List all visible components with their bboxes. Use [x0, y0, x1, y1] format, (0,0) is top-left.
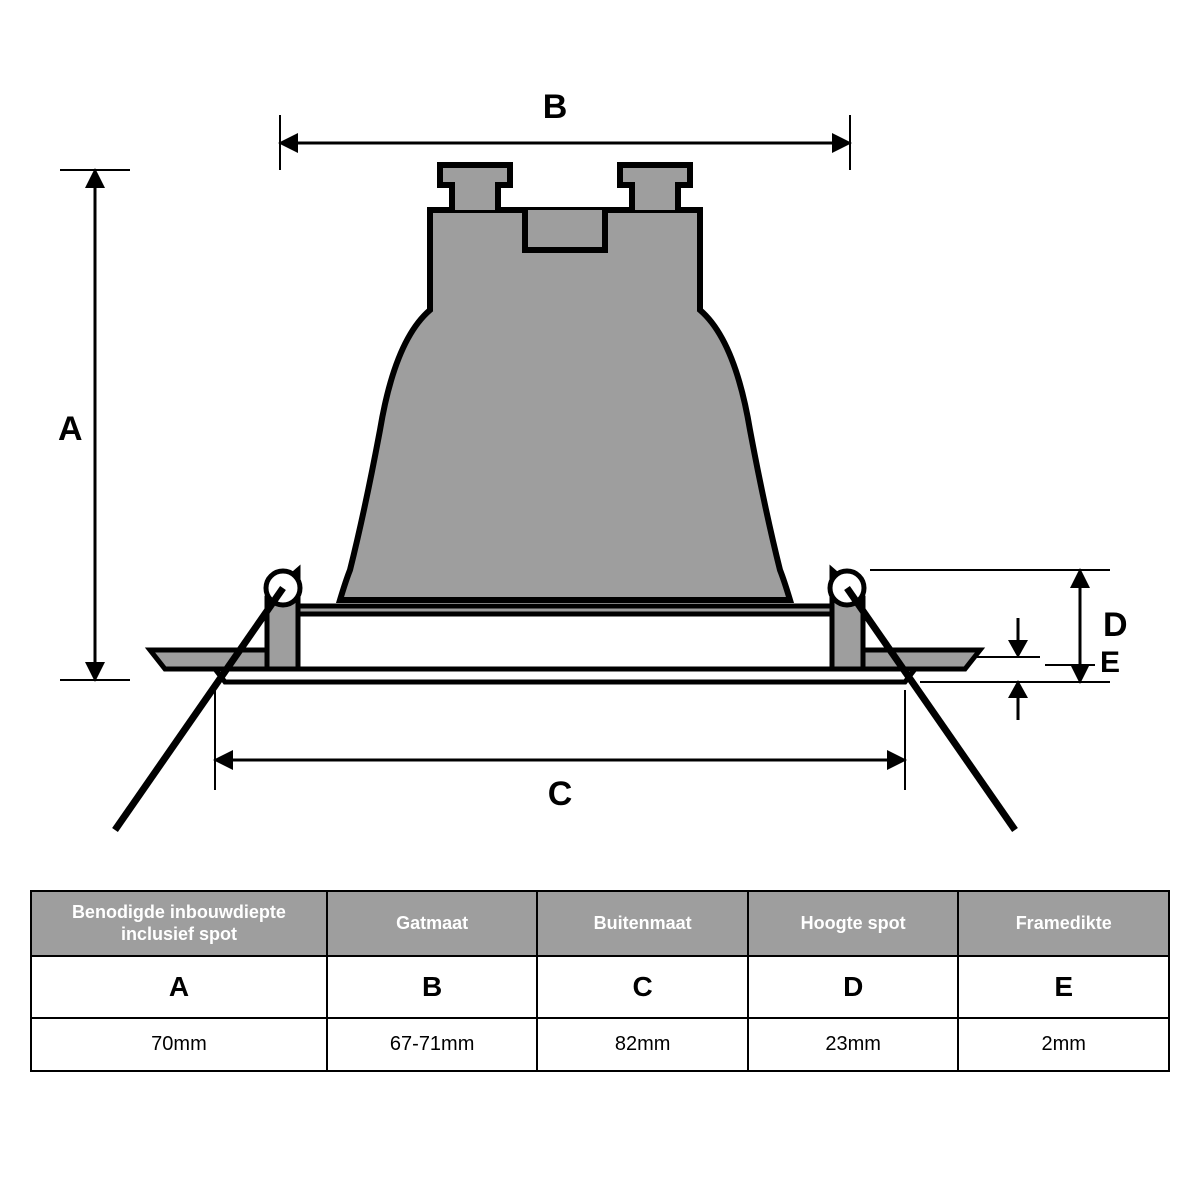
- cell-letter-B: B: [327, 956, 538, 1018]
- dimension-E: E: [975, 618, 1120, 720]
- col-header-E: Framedikte: [958, 891, 1169, 956]
- table-row: A B C D E: [31, 956, 1169, 1018]
- technical-diagram: A B C D: [0, 0, 1200, 880]
- cell-value-D: 23mm: [748, 1018, 959, 1071]
- dimension-A: A: [58, 168, 130, 682]
- dimension-C: C: [213, 690, 907, 813]
- dimension-B: B: [278, 88, 852, 170]
- cell-letter-C: C: [537, 956, 748, 1018]
- label-E: E: [1100, 646, 1120, 679]
- spec-table: Benodigde inbouwdiepte inclusief spot Ga…: [30, 890, 1170, 1072]
- label-B: B: [543, 88, 568, 126]
- col-header-B: Gatmaat: [327, 891, 538, 956]
- cell-value-A: 70mm: [31, 1018, 327, 1071]
- label-A: A: [58, 410, 83, 448]
- cell-letter-D: D: [748, 956, 959, 1018]
- cell-value-E: 2mm: [958, 1018, 1169, 1071]
- spec-table-wrap: Benodigde inbouwdiepte inclusief spot Ga…: [30, 890, 1170, 1072]
- col-header-D: Hoogte spot: [748, 891, 959, 956]
- col-header-C: Buitenmaat: [537, 891, 748, 956]
- cell-value-C: 82mm: [537, 1018, 748, 1071]
- bulb-icon: [340, 165, 790, 600]
- cell-letter-A: A: [31, 956, 327, 1018]
- cell-value-B: 67-71mm: [327, 1018, 538, 1071]
- label-C: C: [548, 775, 573, 813]
- cell-letter-E: E: [958, 956, 1169, 1018]
- label-D: D: [1103, 606, 1128, 644]
- col-header-A: Benodigde inbouwdiepte inclusief spot: [31, 891, 327, 956]
- table-row: 70mm 67-71mm 82mm 23mm 2mm: [31, 1018, 1169, 1071]
- page: A B C D: [0, 0, 1200, 1200]
- table-header-row: Benodigde inbouwdiepte inclusief spot Ga…: [31, 891, 1169, 956]
